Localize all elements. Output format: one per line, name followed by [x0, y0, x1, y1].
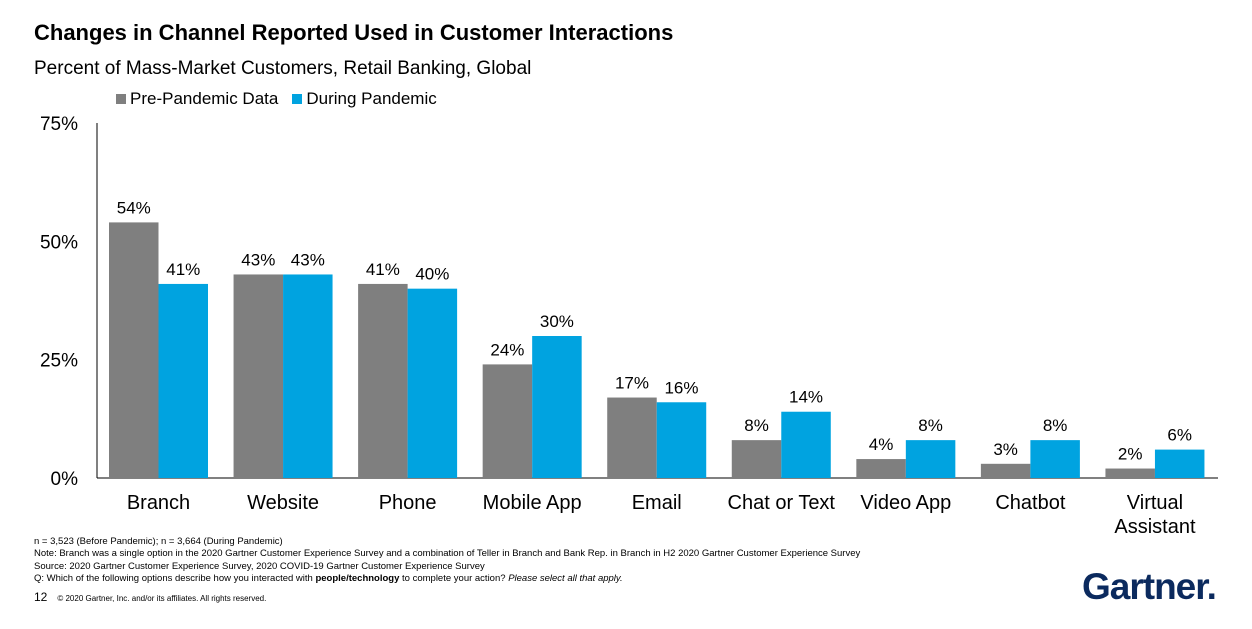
y-tick-label: 50%: [40, 232, 78, 253]
bar: [781, 411, 831, 478]
data-label: 43%: [241, 250, 275, 269]
bar: [283, 274, 333, 478]
data-label: 54%: [117, 198, 151, 217]
bar: [532, 336, 582, 478]
bar: [856, 459, 906, 478]
bar: [1105, 468, 1155, 478]
legend-swatch-during-pandemic: [292, 94, 303, 104]
data-label: 30%: [540, 312, 574, 331]
data-label: 8%: [1043, 416, 1068, 435]
question-bold: people/technology: [315, 572, 400, 584]
bar: [233, 274, 284, 478]
data-label: 2%: [1118, 445, 1143, 464]
gartner-logo: Gartner.: [1082, 566, 1217, 608]
x-tick-label: Virtual: [1127, 492, 1183, 514]
legend-item-pre-pandemic: Pre-Pandemic Data: [116, 89, 278, 109]
question-prefix: Q: Which of the following options descri…: [34, 572, 316, 584]
data-label: 16%: [664, 378, 698, 397]
data-label: 3%: [993, 440, 1018, 459]
bar: [109, 222, 159, 478]
data-label: 8%: [744, 416, 769, 435]
legend-label-during-pandemic: During Pandemic: [306, 89, 437, 108]
data-label: 43%: [291, 250, 325, 269]
data-label: 14%: [789, 388, 823, 407]
logo-text: Gartner: [1082, 566, 1208, 607]
data-label: 8%: [918, 416, 943, 435]
y-tick-label: 0%: [51, 469, 79, 490]
question-note: Q: Which of the following options descri…: [34, 573, 860, 585]
x-tick-label: Branch: [127, 492, 190, 514]
bar: [407, 288, 458, 478]
y-tick-label: 25%: [40, 351, 78, 372]
bar: [358, 283, 408, 478]
bar: [731, 440, 782, 478]
legend-swatch-pre-pandemic: [116, 94, 126, 104]
chart-title: Changes in Channel Reported Used in Cust…: [34, 20, 674, 45]
page-number: 12: [34, 590, 48, 604]
data-label: 40%: [415, 265, 449, 284]
bar: [607, 397, 657, 478]
logo-mark: .: [1206, 566, 1217, 607]
chart-legend: Pre-Pandemic Data During Pandemic: [116, 89, 451, 109]
source-note: Source: 2020 Gartner Customer Experience…: [34, 560, 485, 572]
data-label: 17%: [615, 374, 649, 393]
data-label: 41%: [366, 260, 400, 279]
x-tick-label: Phone: [379, 492, 437, 514]
y-tick-label: 75%: [40, 114, 78, 135]
copyright: © 2020 Gartner, Inc. and/or its affiliat…: [57, 594, 267, 603]
x-tick-label: Video App: [860, 492, 951, 514]
question-middle: to complete your action?: [399, 572, 509, 584]
chart-subtitle: Percent of Mass-Market Customers, Retail…: [34, 58, 532, 79]
methodology-note: Note: Branch was a single option in the …: [34, 548, 861, 560]
data-label: 24%: [490, 340, 524, 359]
chart-notes: n = 3,523 (Before Pandemic); n = 3,664 (…: [34, 536, 860, 585]
sample-size-note: n = 3,523 (Before Pandemic); n = 3,664 (…: [34, 536, 283, 547]
x-tick-label: Mobile App: [483, 492, 582, 514]
legend-item-during-pandemic: During Pandemic: [292, 89, 437, 109]
x-tick-label: Chat or Text: [728, 492, 836, 514]
bar: [656, 402, 707, 478]
x-tick-label: Assistant: [1114, 516, 1196, 538]
footer: 12 © 2020 Gartner, Inc. and/or its affil…: [34, 590, 266, 604]
x-tick-label: Chatbot: [995, 492, 1065, 514]
bar: [905, 440, 956, 478]
bar: [980, 463, 1031, 478]
question-italic: Please select all that apply.: [508, 572, 623, 584]
bar: [482, 364, 533, 478]
bar: [158, 283, 208, 478]
bar: [1030, 440, 1080, 478]
legend-label-pre-pandemic: Pre-Pandemic Data: [130, 89, 279, 108]
data-label: 4%: [869, 435, 894, 454]
bar-chart: 0% 25% 50% 75% 54% 41% Branch 43% 43% Website 41% 4…: [40, 114, 1218, 538]
bar: [1154, 449, 1205, 478]
data-label: 6%: [1167, 426, 1192, 445]
x-tick-label: Email: [632, 492, 682, 514]
data-label: 41%: [166, 260, 200, 279]
x-tick-label: Website: [247, 492, 319, 514]
